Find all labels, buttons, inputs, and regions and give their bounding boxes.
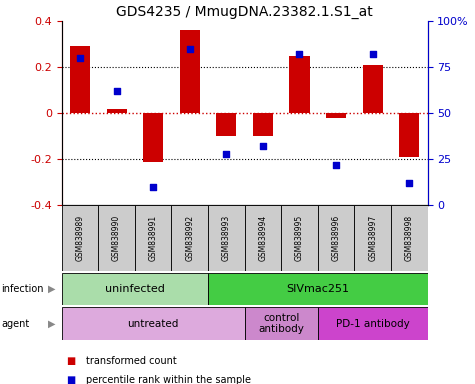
Bar bbox=[391, 205, 428, 271]
Text: GSM838998: GSM838998 bbox=[405, 215, 414, 261]
Text: transformed count: transformed count bbox=[86, 356, 176, 366]
Bar bbox=[318, 205, 354, 271]
Bar bbox=[98, 205, 135, 271]
Text: ▶: ▶ bbox=[48, 284, 55, 294]
Bar bbox=[106, 109, 127, 113]
Text: ■: ■ bbox=[66, 375, 76, 384]
Point bbox=[113, 88, 121, 94]
Bar bbox=[171, 205, 208, 271]
Bar bbox=[289, 56, 310, 113]
Point bbox=[149, 184, 157, 190]
Bar bbox=[208, 273, 428, 305]
Point bbox=[259, 143, 267, 149]
Text: GSM838993: GSM838993 bbox=[222, 215, 231, 261]
Bar bbox=[135, 205, 171, 271]
Bar bbox=[281, 205, 318, 271]
Point bbox=[186, 46, 194, 52]
Text: GSM838995: GSM838995 bbox=[295, 215, 304, 261]
Point bbox=[295, 51, 304, 57]
Point bbox=[369, 51, 377, 57]
Text: PD-1 antibody: PD-1 antibody bbox=[336, 318, 409, 329]
Point bbox=[405, 180, 413, 186]
Text: GSM838996: GSM838996 bbox=[332, 215, 341, 261]
Bar bbox=[62, 273, 208, 305]
Bar bbox=[70, 46, 90, 113]
Point bbox=[332, 162, 340, 168]
Text: ■: ■ bbox=[66, 356, 76, 366]
Bar bbox=[208, 205, 245, 271]
Text: untreated: untreated bbox=[127, 318, 179, 329]
Bar bbox=[180, 30, 200, 113]
Title: GDS4235 / MmugDNA.23382.1.S1_at: GDS4235 / MmugDNA.23382.1.S1_at bbox=[116, 5, 373, 19]
Bar bbox=[253, 113, 273, 136]
Text: GSM838990: GSM838990 bbox=[112, 215, 121, 261]
Text: infection: infection bbox=[1, 284, 43, 294]
Bar bbox=[399, 113, 419, 157]
Text: percentile rank within the sample: percentile rank within the sample bbox=[86, 375, 250, 384]
Text: GSM838989: GSM838989 bbox=[76, 215, 85, 261]
Text: control
antibody: control antibody bbox=[258, 313, 304, 334]
Text: ▶: ▶ bbox=[48, 318, 55, 329]
Text: GSM838997: GSM838997 bbox=[368, 215, 377, 261]
Point bbox=[76, 55, 84, 61]
Bar bbox=[62, 205, 98, 271]
Bar bbox=[354, 205, 391, 271]
Text: SIVmac251: SIVmac251 bbox=[286, 284, 349, 294]
Text: agent: agent bbox=[1, 318, 29, 329]
Bar bbox=[326, 113, 346, 118]
Bar bbox=[143, 113, 163, 162]
Text: GSM838991: GSM838991 bbox=[149, 215, 158, 261]
Bar bbox=[362, 65, 383, 113]
Bar bbox=[245, 205, 281, 271]
Point bbox=[222, 151, 230, 157]
Bar bbox=[216, 113, 237, 136]
Bar bbox=[62, 307, 245, 340]
Bar bbox=[245, 307, 318, 340]
Bar bbox=[318, 307, 428, 340]
Text: uninfected: uninfected bbox=[105, 284, 165, 294]
Text: GSM838994: GSM838994 bbox=[258, 215, 267, 261]
Text: GSM838992: GSM838992 bbox=[185, 215, 194, 261]
